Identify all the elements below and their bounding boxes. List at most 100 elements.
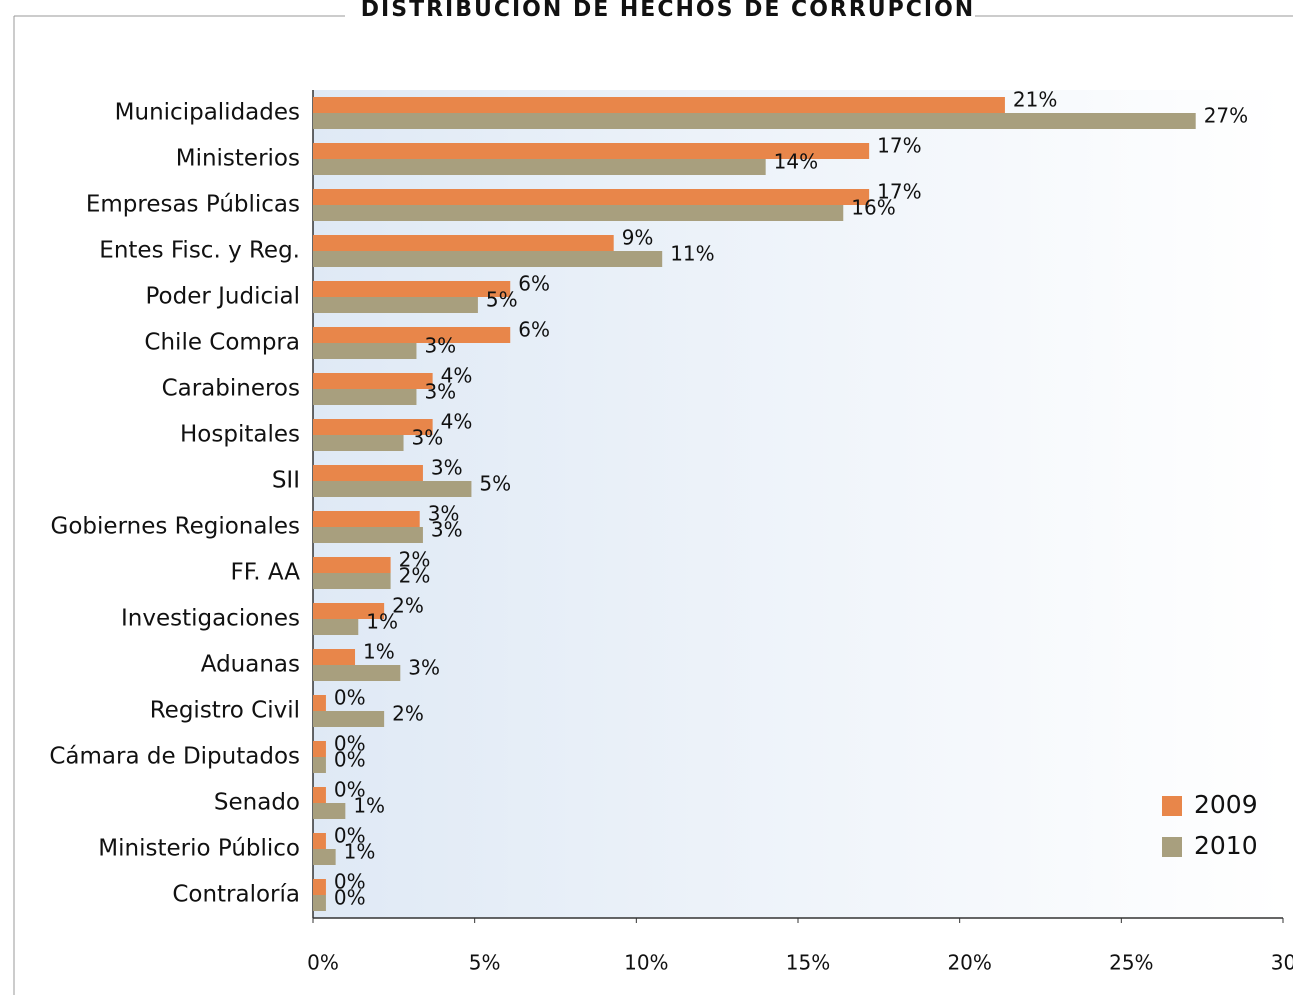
- bar: [313, 251, 663, 267]
- value-label: 3%: [428, 502, 460, 526]
- value-label: 4%: [441, 364, 473, 388]
- y-tick-label: Senado: [214, 790, 300, 816]
- bar: [313, 297, 478, 313]
- plot-background: [313, 90, 1283, 918]
- bar: [313, 665, 401, 681]
- value-label: 16%: [851, 196, 895, 220]
- bar: [313, 511, 420, 527]
- bar: [313, 603, 385, 619]
- x-tick-label: 10%: [624, 951, 668, 975]
- y-tick-label: Registro Civil: [150, 698, 300, 724]
- bar: [313, 787, 326, 803]
- value-label: 3%: [424, 380, 456, 404]
- value-label: 14%: [774, 150, 818, 174]
- value-label: 1%: [363, 640, 395, 664]
- bar: [313, 159, 766, 175]
- bar: [313, 619, 359, 635]
- value-label: 5%: [486, 288, 518, 312]
- value-label: 2%: [399, 564, 431, 588]
- bar: [313, 573, 391, 589]
- y-tick-label: Contraloría: [172, 882, 300, 908]
- value-label: 17%: [877, 134, 921, 158]
- legend-label: 2009: [1194, 790, 1258, 819]
- bar: [313, 695, 326, 711]
- legend-swatch: [1162, 837, 1182, 857]
- bar: [313, 189, 870, 205]
- bar: [313, 465, 423, 481]
- y-tick-label: Poder Judicial: [145, 284, 300, 310]
- bar: [313, 235, 614, 251]
- bar: [313, 327, 511, 343]
- value-label: 4%: [441, 410, 473, 434]
- x-tick-label: 30%: [1271, 951, 1293, 975]
- value-label: 2%: [392, 594, 424, 618]
- value-label: 3%: [408, 656, 440, 680]
- bar: [313, 527, 423, 543]
- value-label: 9%: [622, 226, 654, 250]
- y-tick-label: Ministerio Público: [98, 836, 300, 862]
- y-tick-label: Empresas Públicas: [86, 192, 300, 218]
- bar: [313, 113, 1196, 129]
- bar: [313, 833, 326, 849]
- bar: [313, 481, 472, 497]
- y-tick-label: Gobiernes Regionales: [51, 514, 300, 540]
- chart-title: DISTRIBUCIÓN DE HECHOS DE CORRUPCIÓN: [361, 0, 975, 22]
- value-label: 0%: [334, 732, 366, 756]
- y-tick-label: Chile Compra: [144, 330, 300, 356]
- value-label: 1%: [344, 840, 376, 864]
- bar: [313, 373, 433, 389]
- value-label: 3%: [431, 518, 463, 542]
- x-tick-label: 25%: [1109, 951, 1153, 975]
- legend-label: 2010: [1194, 831, 1258, 860]
- bar: [313, 97, 1005, 113]
- value-label: 0%: [334, 686, 366, 710]
- legend-swatch: [1162, 796, 1182, 816]
- value-label: 5%: [479, 472, 511, 496]
- bar: [313, 557, 391, 573]
- bar: [313, 143, 870, 159]
- y-tick-label: Ministerios: [176, 146, 300, 172]
- bar: [313, 895, 326, 911]
- y-tick-label: Investigaciones: [121, 606, 300, 632]
- bar: [313, 419, 433, 435]
- value-label: 0%: [334, 870, 366, 894]
- bar: [313, 879, 326, 895]
- value-label: 3%: [431, 456, 463, 480]
- y-tick-label: Entes Fisc. y Reg.: [99, 238, 300, 264]
- bar: [313, 649, 356, 665]
- bar: [313, 757, 326, 773]
- value-label: 2%: [399, 548, 431, 572]
- value-label: 0%: [334, 824, 366, 848]
- value-label: 3%: [412, 426, 444, 450]
- bar: [313, 343, 417, 359]
- bar: [313, 281, 511, 297]
- bar: [313, 803, 346, 819]
- y-tick-label: SII: [272, 468, 300, 494]
- value-label: 3%: [424, 334, 456, 358]
- y-tick-label: FF. AA: [231, 560, 301, 586]
- bar: [313, 389, 417, 405]
- value-label: 1%: [366, 610, 398, 634]
- x-tick-label: 0%: [307, 951, 339, 975]
- bar: [313, 741, 326, 757]
- value-label: 11%: [670, 242, 714, 266]
- value-label: 0%: [334, 748, 366, 772]
- value-label: 2%: [392, 702, 424, 726]
- value-label: 27%: [1204, 104, 1248, 128]
- y-tick-label: Aduanas: [201, 652, 300, 678]
- y-tick-label: Cámara de Diputados: [49, 744, 300, 770]
- x-tick-label: 5%: [469, 951, 501, 975]
- bar: [313, 205, 844, 221]
- value-label: 0%: [334, 778, 366, 802]
- y-tick-label: Municipalidades: [115, 100, 300, 126]
- x-tick-label: 20%: [947, 951, 991, 975]
- value-label: 1%: [353, 794, 385, 818]
- value-label: 17%: [877, 180, 921, 204]
- value-label: 6%: [518, 272, 550, 296]
- x-tick-label: 15%: [786, 951, 830, 975]
- value-label: 21%: [1013, 88, 1057, 112]
- bar: [313, 435, 404, 451]
- value-label: 0%: [334, 886, 366, 910]
- bar: [313, 849, 336, 865]
